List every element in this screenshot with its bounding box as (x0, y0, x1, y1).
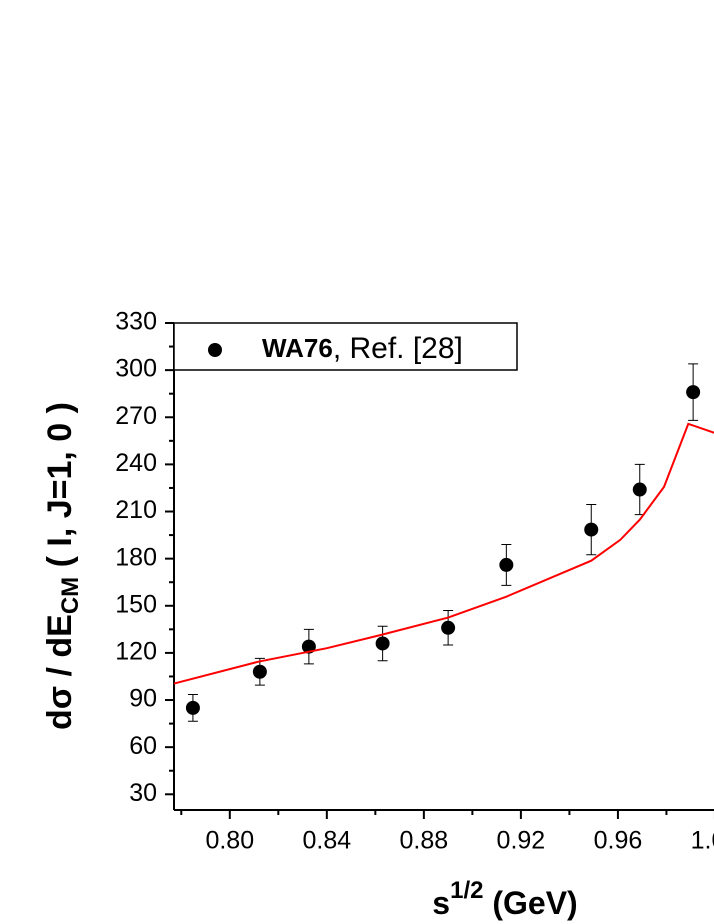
y-label-sub: CM (57, 577, 84, 614)
data-point-group (252, 657, 267, 686)
data-point (375, 636, 390, 651)
data-point-group (301, 628, 316, 665)
y-tick-label: 60 (129, 732, 157, 760)
legend-marker (208, 343, 222, 357)
x-tick-label: 1.00 (691, 827, 714, 855)
x-tick-label: 0.88 (400, 827, 449, 855)
data-point (185, 700, 200, 715)
data-point (441, 620, 456, 635)
y-tick-label: 240 (115, 449, 157, 477)
y-tick-label: 120 (115, 638, 157, 666)
y-label-main: dσ / dE (41, 614, 79, 730)
data-point-group (375, 625, 390, 662)
y-axis-label: dσ / dECM ( I, J=1, 0 ) (41, 402, 84, 730)
y-tick-label: 300 (115, 355, 157, 383)
x-axis-label: s1/2 (GeV) (432, 877, 577, 921)
y-tick-label: 210 (115, 496, 157, 524)
x-tick-label: 0.92 (497, 827, 546, 855)
y-tick-label: 330 (115, 308, 157, 336)
y-tick-label: 150 (115, 590, 157, 618)
x-tick-label: 0.80 (205, 827, 254, 855)
y-tick-label: 180 (115, 543, 157, 571)
data-point-group (441, 609, 456, 646)
x-label-sup: 1/2 (450, 877, 483, 904)
y-tick-label: 270 (115, 402, 157, 430)
legend-box (173, 322, 518, 371)
legend-rest: , Ref. [28] (333, 332, 463, 365)
data-point (584, 522, 599, 537)
data-point-group (632, 463, 647, 516)
data-point (499, 557, 514, 572)
legend-bold: WA76 (262, 333, 333, 363)
y-label-tail: ( I, J=1, 0 ) (41, 402, 79, 577)
x-tick-label: 0.84 (302, 827, 351, 855)
data-point-group (686, 363, 701, 421)
model-curve (173, 422, 714, 685)
y-tick-label: 30 (129, 779, 157, 807)
x-label-base: s (432, 885, 450, 921)
legend-label: WA76, Ref. [28] (262, 332, 463, 365)
y-tick-label: 90 (129, 685, 157, 713)
data-point (252, 664, 267, 679)
data-point-group (185, 694, 200, 722)
x-tick-label: 0.96 (594, 827, 643, 855)
data-point (632, 482, 647, 497)
data-point-group (499, 544, 514, 586)
data-point-group (584, 503, 599, 556)
x-label-tail: (GeV) (483, 885, 577, 921)
data-point (686, 385, 701, 400)
